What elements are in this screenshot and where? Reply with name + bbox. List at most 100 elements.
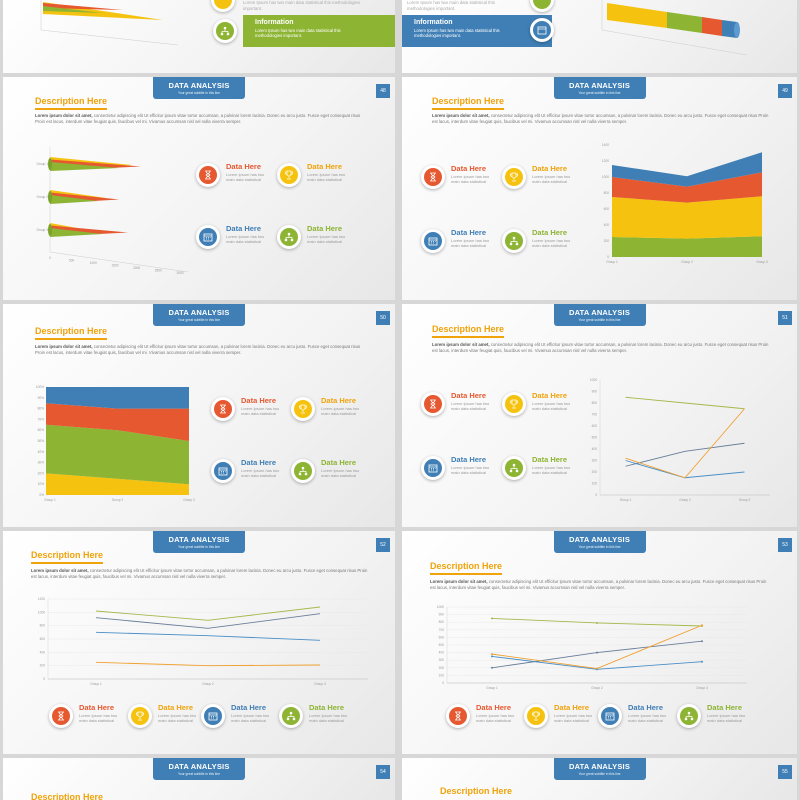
- header-title: DATA ANALYSIS: [568, 535, 631, 544]
- x-tick-label: Group 1: [486, 686, 498, 690]
- feature-item: Data Here Lorem Ipsum has two main data s…: [277, 161, 353, 191]
- line-series: [95, 613, 321, 629]
- feature-title: Data Here: [321, 458, 357, 467]
- description-text: Lorem ipsum dolor sit amet, consectetur …: [432, 342, 769, 353]
- trophy-icon-circle: [128, 704, 152, 728]
- description-text: Lorem ipsum dolor sit amet, consectetur …: [35, 344, 361, 355]
- feature-item: Data Here Lorem Ipsum has two main data s…: [49, 702, 125, 732]
- hourglass-icon-circle: [49, 704, 73, 728]
- x-tick-label: Group 3: [739, 498, 751, 502]
- data-point: [596, 621, 598, 624]
- y-tick-label: 100%: [36, 385, 44, 389]
- feature-text: Lorem Ipsum has two main data statistica…: [532, 465, 571, 475]
- feature-item: Data Here Lorem Ipsum has two main data s…: [291, 457, 367, 487]
- cone-mark: [50, 228, 102, 237]
- slide-50: DATA ANALYSIS Your great subtitle in this…: [3, 304, 395, 527]
- x-tick-label: 2500: [155, 269, 162, 273]
- hourglass-icon-circle: [196, 163, 220, 187]
- y-tick-label: 800: [40, 624, 46, 628]
- line-chart: 0 100 200 300 400 500 600 700 800 900 1000 Group 1 G…: [437, 605, 747, 690]
- feature-item: Data Here Lorem Ipsum has two main data s…: [598, 702, 674, 732]
- header-title: DATA ANALYSIS: [568, 308, 631, 317]
- feature-title: Data Here: [532, 455, 568, 464]
- feature-title: Data Here: [321, 396, 357, 405]
- feature-item: Data Here Lorem Ipsum has two main data s…: [211, 395, 287, 425]
- feature-trophy: [211, 0, 287, 16]
- cone-chart: 0 500 1000 1500 2000 2500 3000 Group 1 Group 2 Gr…: [36, 147, 189, 275]
- feature-title: Data Here: [307, 162, 343, 171]
- y-tick-label: 700: [439, 628, 445, 632]
- line-series: [625, 396, 745, 410]
- partial-cone-chart: [40, 0, 179, 46]
- calendar-icon: [208, 712, 218, 721]
- feature-item: Data Here Lorem Ipsum has two main data s…: [524, 702, 600, 732]
- calendar-icon: [428, 237, 438, 246]
- data-point: [491, 653, 493, 656]
- feature-item: Data Here Lorem Ipsum has two main data s…: [421, 227, 497, 257]
- info-title: Information: [414, 19, 453, 26]
- info-text: Lorem Ipsum has two main data statistica…: [414, 28, 500, 38]
- area-series: [46, 387, 189, 409]
- y-tick-label: 200: [40, 664, 46, 668]
- feature-text: Lorem Ipsum has two main data statistica…: [554, 713, 593, 723]
- network-icon-circle: [677, 704, 701, 728]
- y-tick-label: 400: [439, 651, 445, 655]
- feature-text: Lorem Ipsum has two main data statistica…: [307, 172, 346, 182]
- feature-item: Data Here Lorem Ipsum has two main data s…: [201, 702, 277, 732]
- header-tab: DATA ANALYSIS Your great subtitle in this…: [153, 531, 245, 553]
- x-tick-label: 500: [69, 259, 75, 263]
- area-series: [612, 152, 762, 187]
- y-tick-label: 600: [604, 207, 610, 211]
- y-tick-label: 300: [592, 459, 598, 463]
- header-subtitle: Your great subtitle in this line: [578, 545, 621, 549]
- slide-number: 48: [376, 84, 390, 98]
- feature-item: Data Here Lorem Ipsum has two main data s…: [677, 702, 753, 732]
- slide-48: DATA ANALYSIS Your great subtitle in this…: [3, 77, 395, 300]
- data-point: [701, 640, 703, 643]
- y-tick-label: 600: [40, 637, 46, 641]
- title-underline: [35, 338, 107, 340]
- feature-item: Data Here Lorem Ipsum has two main data s…: [211, 457, 287, 487]
- feature-item: Data Here Lorem Ipsum has two main data s…: [291, 395, 367, 425]
- x-tick-label: Group 1: [606, 260, 618, 264]
- header-title: DATA ANALYSIS: [568, 762, 631, 771]
- feature-item: Data Here Lorem Ipsum has two main data s…: [421, 390, 497, 420]
- hourglass-icon: [205, 170, 211, 180]
- description-title: Description Here: [31, 550, 104, 560]
- feature-item: Data Here Lorem Ipsum has two main data s…: [279, 702, 355, 732]
- x-axis: [49, 251, 189, 273]
- y-tick-label: 40%: [38, 450, 45, 454]
- feature-text: Lorem Ipsum has two main data statistica…: [476, 713, 515, 723]
- y-tick-label: 10%: [38, 482, 45, 486]
- header-tab: DATA ANALYSIS Your great subtitle in this…: [553, 77, 646, 99]
- x-tick-label: Group 2: [679, 498, 691, 502]
- category-label: Group 2: [36, 195, 48, 199]
- hourglass-icon-circle: [421, 392, 445, 416]
- header-subtitle: Your great subtitle in this line: [177, 545, 221, 549]
- feature-text: Lorem Ipsum has two main data statistica…: [226, 234, 265, 244]
- line-series: [95, 606, 321, 621]
- slide-number: 51: [778, 311, 792, 325]
- info-box: Information Lorem Ipsum has two main dat…: [402, 15, 552, 47]
- y-tick-label: 200: [439, 666, 445, 670]
- calendar-icon: [537, 26, 547, 35]
- network-icon-circle: [502, 456, 526, 480]
- network-icon-circle: [291, 459, 315, 483]
- calendar-icon-circle: [530, 18, 554, 42]
- description-title: Description Here: [35, 326, 108, 336]
- header-tab: DATA ANALYSIS Your great subtitle in this…: [553, 758, 646, 780]
- slide-55: DATA ANALYSIS Your great subtitle in this…: [402, 758, 797, 800]
- feature-title: Data Here: [241, 458, 277, 467]
- area-series: [612, 236, 762, 257]
- y-tick-label: 300: [439, 658, 445, 662]
- line-series: [491, 624, 703, 670]
- trophy-icon-circle: [502, 392, 526, 416]
- area-series: [46, 424, 189, 485]
- slide-49: DATA ANALYSIS Your great subtitle in this…: [402, 77, 797, 300]
- trophy-icon-circle: [291, 397, 315, 421]
- feature-title: Data Here: [231, 703, 267, 712]
- feature-text: Lorem Ipsum has two main data statistica…: [226, 172, 265, 182]
- area-series: [612, 196, 762, 239]
- calendar-icon-circle: [201, 704, 225, 728]
- y-tick-label: 100: [592, 482, 598, 486]
